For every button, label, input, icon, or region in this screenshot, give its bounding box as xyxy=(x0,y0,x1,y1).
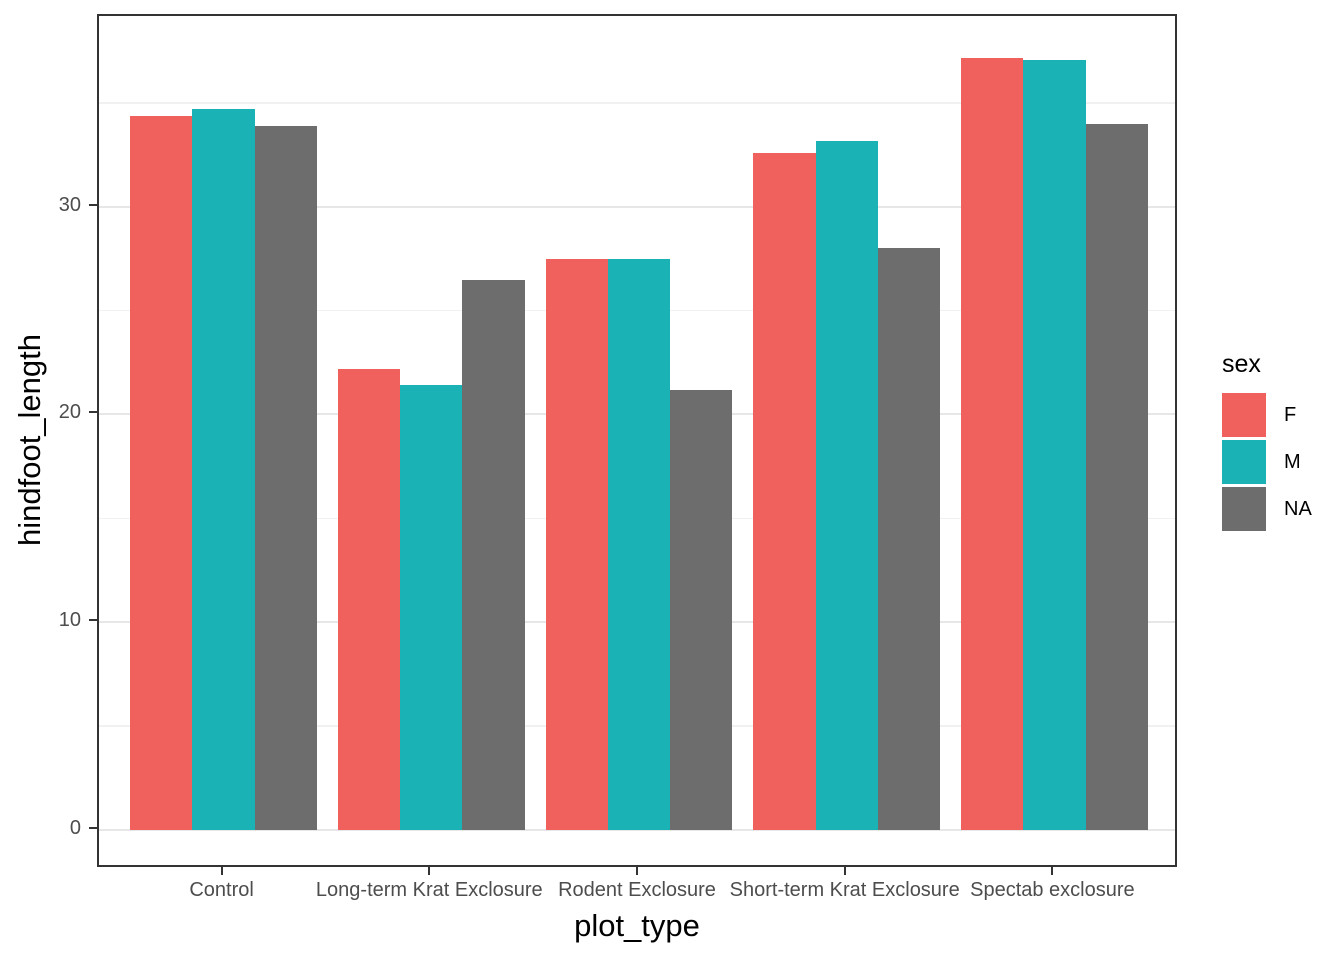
x-tick-mark xyxy=(220,867,223,875)
x-tick-mark xyxy=(1051,867,1054,875)
bar-na-control xyxy=(254,125,318,830)
legend-label-m: M xyxy=(1284,450,1301,473)
x-tick-label-control: Control xyxy=(189,879,254,901)
bar-m-rodent-exclosure xyxy=(607,258,671,830)
y-tick-mark xyxy=(89,203,97,206)
gridline-major xyxy=(99,205,1175,208)
legend-label-na: NA xyxy=(1284,497,1312,520)
bar-na-rodent-exclosure xyxy=(670,389,733,830)
bar-na-spectab-exclosure xyxy=(1085,123,1148,830)
bar-m-short-term-krat-exclosure xyxy=(815,140,878,830)
bar-f-spectab-exclosure xyxy=(960,57,1024,830)
bar-na-short-term-krat-exclosure xyxy=(877,248,941,830)
bar-m-control xyxy=(192,109,255,830)
x-tick-label-long-term-krat-exclosure: Long-term Krat Exclosure xyxy=(315,879,543,901)
bar-m-spectab-exclosure xyxy=(1023,59,1086,830)
legend-item-na: NA xyxy=(1222,487,1312,531)
legend-item-f: F xyxy=(1222,393,1312,437)
gridline-minor xyxy=(99,102,1175,104)
legend-swatch-m xyxy=(1222,440,1266,484)
legend: sex F M NA xyxy=(1222,350,1312,534)
x-axis-title: plot_type xyxy=(574,908,700,943)
legend-title: sex xyxy=(1222,350,1261,378)
x-tick-mark xyxy=(636,867,638,875)
y-tick-label: 20 xyxy=(58,401,81,424)
x-tick-label-rodent-exclosure: Rodent Exclosure xyxy=(558,879,716,901)
y-tick-label: 10 xyxy=(58,609,81,632)
y-tick-label: 0 xyxy=(69,816,81,839)
y-tick-mark xyxy=(89,826,97,829)
plot-panel xyxy=(97,14,1177,867)
legend-label-f: F xyxy=(1284,403,1297,426)
bar-m-long-term-krat-exclosure xyxy=(400,385,463,830)
legend-swatch-na xyxy=(1222,487,1266,531)
legend-swatch-f xyxy=(1222,393,1266,437)
x-tick-mark xyxy=(843,867,846,875)
bar-f-rodent-exclosure xyxy=(545,258,608,830)
bar-f-short-term-krat-exclosure xyxy=(753,152,816,830)
y-tick-mark xyxy=(89,411,97,414)
x-tick-label-short-term-krat-exclosure: Short-term Krat Exclosure xyxy=(729,879,960,901)
bar-f-long-term-krat-exclosure xyxy=(337,368,401,830)
x-tick-mark xyxy=(428,867,431,875)
y-axis-title: hindfoot_length xyxy=(12,333,47,547)
bar-na-long-term-krat-exclosure xyxy=(462,279,525,830)
gridline-major xyxy=(99,828,1175,831)
x-tick-label-spectab-exclosure: Spectab exclosure xyxy=(970,879,1135,901)
legend-item-m: M xyxy=(1222,440,1312,484)
legend-items: F M NA xyxy=(1222,393,1312,531)
y-tick-label: 30 xyxy=(58,193,81,216)
y-tick-mark xyxy=(89,619,97,622)
bar-f-control xyxy=(130,115,193,830)
